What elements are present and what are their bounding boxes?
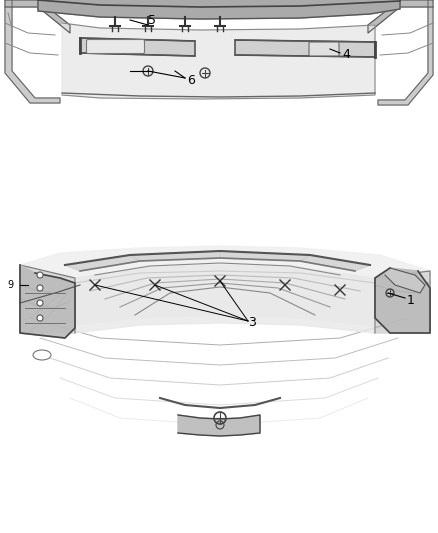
Polygon shape: [178, 415, 260, 436]
Polygon shape: [65, 255, 140, 271]
Polygon shape: [378, 0, 433, 105]
Text: 1: 1: [407, 294, 415, 306]
Polygon shape: [375, 271, 430, 333]
Polygon shape: [235, 40, 375, 57]
Polygon shape: [220, 251, 310, 261]
Polygon shape: [62, 23, 375, 99]
Circle shape: [37, 272, 43, 278]
Polygon shape: [375, 268, 430, 333]
Polygon shape: [5, 0, 60, 103]
Polygon shape: [5, 0, 70, 33]
Polygon shape: [80, 38, 195, 56]
Text: 3: 3: [248, 317, 256, 329]
Text: 9: 9: [7, 280, 13, 290]
Polygon shape: [300, 255, 370, 271]
Polygon shape: [20, 265, 75, 338]
Polygon shape: [130, 251, 220, 261]
Circle shape: [37, 315, 43, 321]
FancyBboxPatch shape: [309, 42, 339, 56]
Text: 4: 4: [342, 47, 350, 61]
FancyBboxPatch shape: [86, 39, 145, 53]
Polygon shape: [385, 268, 425, 293]
Circle shape: [37, 300, 43, 306]
Polygon shape: [38, 0, 400, 19]
Polygon shape: [20, 246, 430, 333]
Circle shape: [37, 285, 43, 291]
Text: 5: 5: [148, 13, 156, 27]
Polygon shape: [20, 265, 75, 333]
Text: 6: 6: [187, 75, 195, 87]
Polygon shape: [368, 0, 433, 33]
Polygon shape: [75, 265, 375, 333]
